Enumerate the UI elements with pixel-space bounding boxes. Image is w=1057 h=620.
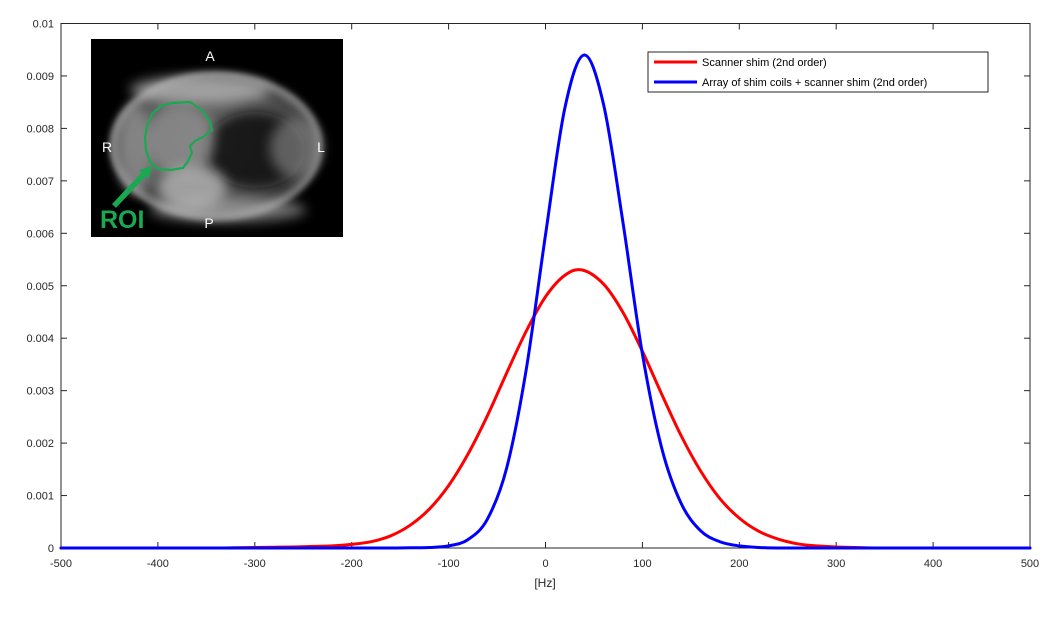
x-tick-label: 400: [924, 558, 942, 570]
x-tick-label: -500: [50, 558, 72, 570]
inset-label-anterior: A: [205, 48, 215, 64]
y-tick-label: 0: [48, 543, 54, 555]
x-tick-label: 100: [633, 558, 651, 570]
series-shim-array: [59, 53, 1032, 550]
mri-inset: A R L P ROI: [91, 39, 343, 237]
y-axis-ticks: 0 0.001 0.002 0.003 0.004 0.005 0.006 0.007 0.00…: [26, 19, 1030, 555]
y-tick-label: 0.006: [26, 228, 54, 240]
x-tick-label: 0: [542, 558, 548, 570]
curves: [59, 53, 1032, 550]
x-tick-label: -300: [244, 558, 266, 570]
y-tick-label: 0.005: [26, 281, 54, 293]
mri-anterior-wall: [130, 76, 270, 104]
legend-items: Scanner shim (2nd order) Array of shim co…: [654, 57, 927, 89]
y-tick-label: 0.004: [26, 333, 54, 345]
x-tick-label: 200: [730, 558, 748, 570]
roi-contour: [143, 100, 214, 172]
legend-entry-label: Array of shim coils + scanner shim (2nd …: [702, 77, 927, 89]
axes: -500 -400 -300 -200 -100 0 100 200 300 400 500 0 0.…: [26, 19, 1039, 591]
mri-image: [110, 72, 322, 222]
y-tick-label: 0.01: [33, 19, 54, 31]
mri-posterior-wall: [150, 198, 306, 222]
x-tick-label: -400: [147, 558, 169, 570]
legend-box: [647, 51, 989, 93]
x-tick-label: 300: [827, 558, 845, 570]
y-tick-label: 0.009: [26, 71, 54, 83]
x-tick-label: -100: [438, 558, 460, 570]
roi-arrow-head: [138, 166, 152, 180]
y-tick-label: 0.001: [26, 491, 54, 503]
mri-heart-region: [146, 104, 214, 176]
inset-label-right: R: [102, 139, 112, 155]
roi-text: ROI: [100, 206, 144, 234]
y-tick-label: 0.003: [26, 386, 54, 398]
series-scanner-shim: [59, 268, 1032, 550]
legend: Scanner shim (2nd order) Array of shim co…: [647, 51, 989, 93]
legend-entry-label: Scanner shim (2nd order): [702, 57, 827, 69]
inset-label-posterior: P: [204, 215, 213, 231]
y-tick-label: 0.002: [26, 438, 54, 450]
x-tick-label: 500: [1021, 558, 1039, 570]
y-tick-label: 0.008: [26, 123, 54, 135]
x-tick-label: -200: [341, 558, 363, 570]
roi-arrow: [111, 172, 147, 208]
mri-left-structure: [270, 118, 322, 178]
y-tick-label: 0.007: [26, 176, 54, 188]
inset-label-left: L: [317, 139, 325, 155]
x-axis-label: [Hz]: [534, 576, 555, 590]
